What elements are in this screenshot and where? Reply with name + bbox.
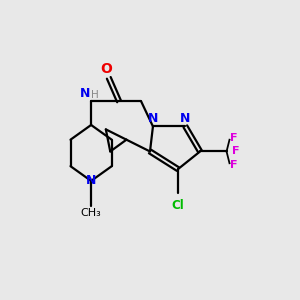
Text: Cl: Cl (172, 199, 184, 212)
Text: N: N (180, 112, 190, 125)
Text: O: O (100, 62, 112, 76)
Text: N: N (148, 112, 158, 125)
Text: N: N (86, 174, 96, 188)
Text: F: F (232, 146, 239, 157)
Text: N: N (80, 87, 91, 100)
Text: F: F (230, 160, 238, 170)
Text: H: H (91, 90, 98, 100)
Text: F: F (230, 133, 238, 143)
Text: CH₃: CH₃ (81, 208, 101, 218)
